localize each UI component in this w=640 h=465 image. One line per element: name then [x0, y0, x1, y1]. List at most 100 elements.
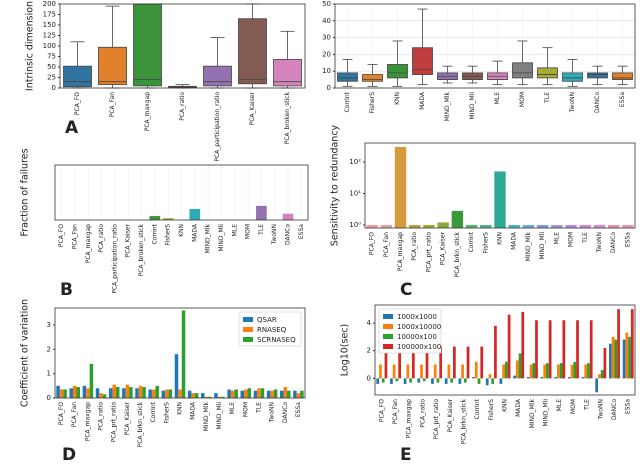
x-tick-label: PCA_Kaiser [440, 231, 447, 265]
bar [257, 388, 261, 398]
plot-frame [54, 164, 309, 221]
bar [617, 309, 620, 379]
box [512, 62, 533, 79]
x-tick-label: Corrint [474, 398, 481, 419]
x-tick-label: PCA_FO [58, 224, 65, 247]
bar [474, 361, 478, 379]
bar [296, 393, 301, 398]
bar [380, 224, 392, 228]
bar [505, 361, 508, 379]
x-tick-label: MIND_Mli [539, 232, 546, 260]
box [133, 3, 162, 87]
bar [283, 387, 288, 398]
bar [69, 388, 73, 398]
x-tick-label: MOM [570, 399, 577, 414]
y-tick-label: 25 [47, 74, 56, 82]
x-tick-label: PCA_Fan [392, 399, 399, 424]
x-tick-label: ESSa [619, 92, 626, 107]
x-tick-label: PCA_FO [58, 402, 65, 425]
bar [584, 364, 588, 379]
x-tick-label: PCA_prt_ratio [425, 232, 432, 273]
bar [129, 387, 133, 398]
bar [466, 346, 470, 379]
bar [282, 213, 294, 220]
panel-label: E [400, 445, 412, 465]
box [562, 72, 583, 82]
bar [72, 385, 77, 398]
bar [59, 389, 64, 398]
x-tick-label: PCA_maxgap [84, 402, 91, 441]
legend-swatch [243, 327, 253, 332]
x-tick-label: TLE [258, 224, 265, 236]
x-tick-label: PCA_brkn_stick [460, 398, 467, 444]
bar [417, 378, 421, 383]
x-tick-label: PCA_brkn_stick [137, 401, 144, 447]
bar [491, 378, 495, 384]
bar [423, 224, 435, 228]
bar [142, 387, 146, 398]
bar [611, 336, 615, 379]
y-tick-label: 3 [47, 321, 51, 329]
legend-label: 1000x10000 [397, 323, 441, 331]
x-tick-label: PCA_FO [378, 399, 385, 422]
bar [562, 320, 566, 379]
y-axis-label: Log10(sec) [340, 324, 351, 377]
x-tick-label: MIND_Mlk [525, 231, 532, 261]
bar [450, 378, 453, 383]
bar [546, 363, 549, 379]
panel-label: A [65, 118, 79, 138]
bar [540, 377, 544, 379]
bar [499, 378, 503, 384]
x-tick-label: TwoNN [271, 224, 278, 245]
bar [253, 390, 258, 398]
bar [392, 364, 396, 379]
bar [628, 336, 631, 379]
panel-label: D [62, 445, 76, 465]
bar [244, 389, 248, 398]
bar [465, 224, 478, 228]
x-tick-label: TLE [584, 399, 591, 411]
bar [240, 390, 245, 398]
bar [201, 393, 205, 398]
bar [535, 320, 538, 379]
bar [548, 320, 552, 379]
y-tick-label: 10⁰ [349, 221, 361, 229]
bar [376, 378, 380, 384]
bar [573, 361, 577, 379]
box [337, 72, 358, 82]
x-tick-label: MADA [515, 398, 522, 417]
x-tick-label: ESSa [624, 232, 631, 247]
y-tick-label: 10² [349, 158, 361, 166]
x-tick-label: ESSa [295, 402, 302, 417]
bar [148, 389, 152, 398]
box [63, 65, 92, 88]
bar [436, 378, 440, 383]
bar [609, 343, 612, 379]
x-tick-label: FisherS [482, 232, 489, 254]
bar [587, 363, 590, 379]
bar [422, 378, 426, 382]
y-tick-label: 200 [43, 0, 56, 8]
bar [536, 224, 549, 228]
bar [256, 205, 267, 220]
bar [570, 364, 574, 379]
bar [439, 346, 443, 379]
bar [507, 314, 511, 379]
box [412, 47, 433, 75]
bar [138, 385, 143, 398]
x-tick-label: ESSa [625, 399, 632, 414]
box [587, 72, 608, 79]
bar [559, 363, 563, 379]
bar [155, 385, 159, 398]
x-tick-label: MOM [242, 402, 249, 417]
x-tick-label: PCA_FO [369, 232, 376, 255]
x-tick-label: MIND_Mli [216, 402, 223, 430]
x-tick-label: FisherS [488, 399, 495, 421]
bar [567, 377, 571, 379]
bar [247, 388, 252, 398]
y-tick-label: 0 [327, 84, 331, 92]
x-tick-label: MIND_Mlk [205, 223, 212, 253]
bar [287, 390, 291, 398]
bar [151, 389, 156, 398]
y-tick-label: 1 [47, 370, 51, 378]
